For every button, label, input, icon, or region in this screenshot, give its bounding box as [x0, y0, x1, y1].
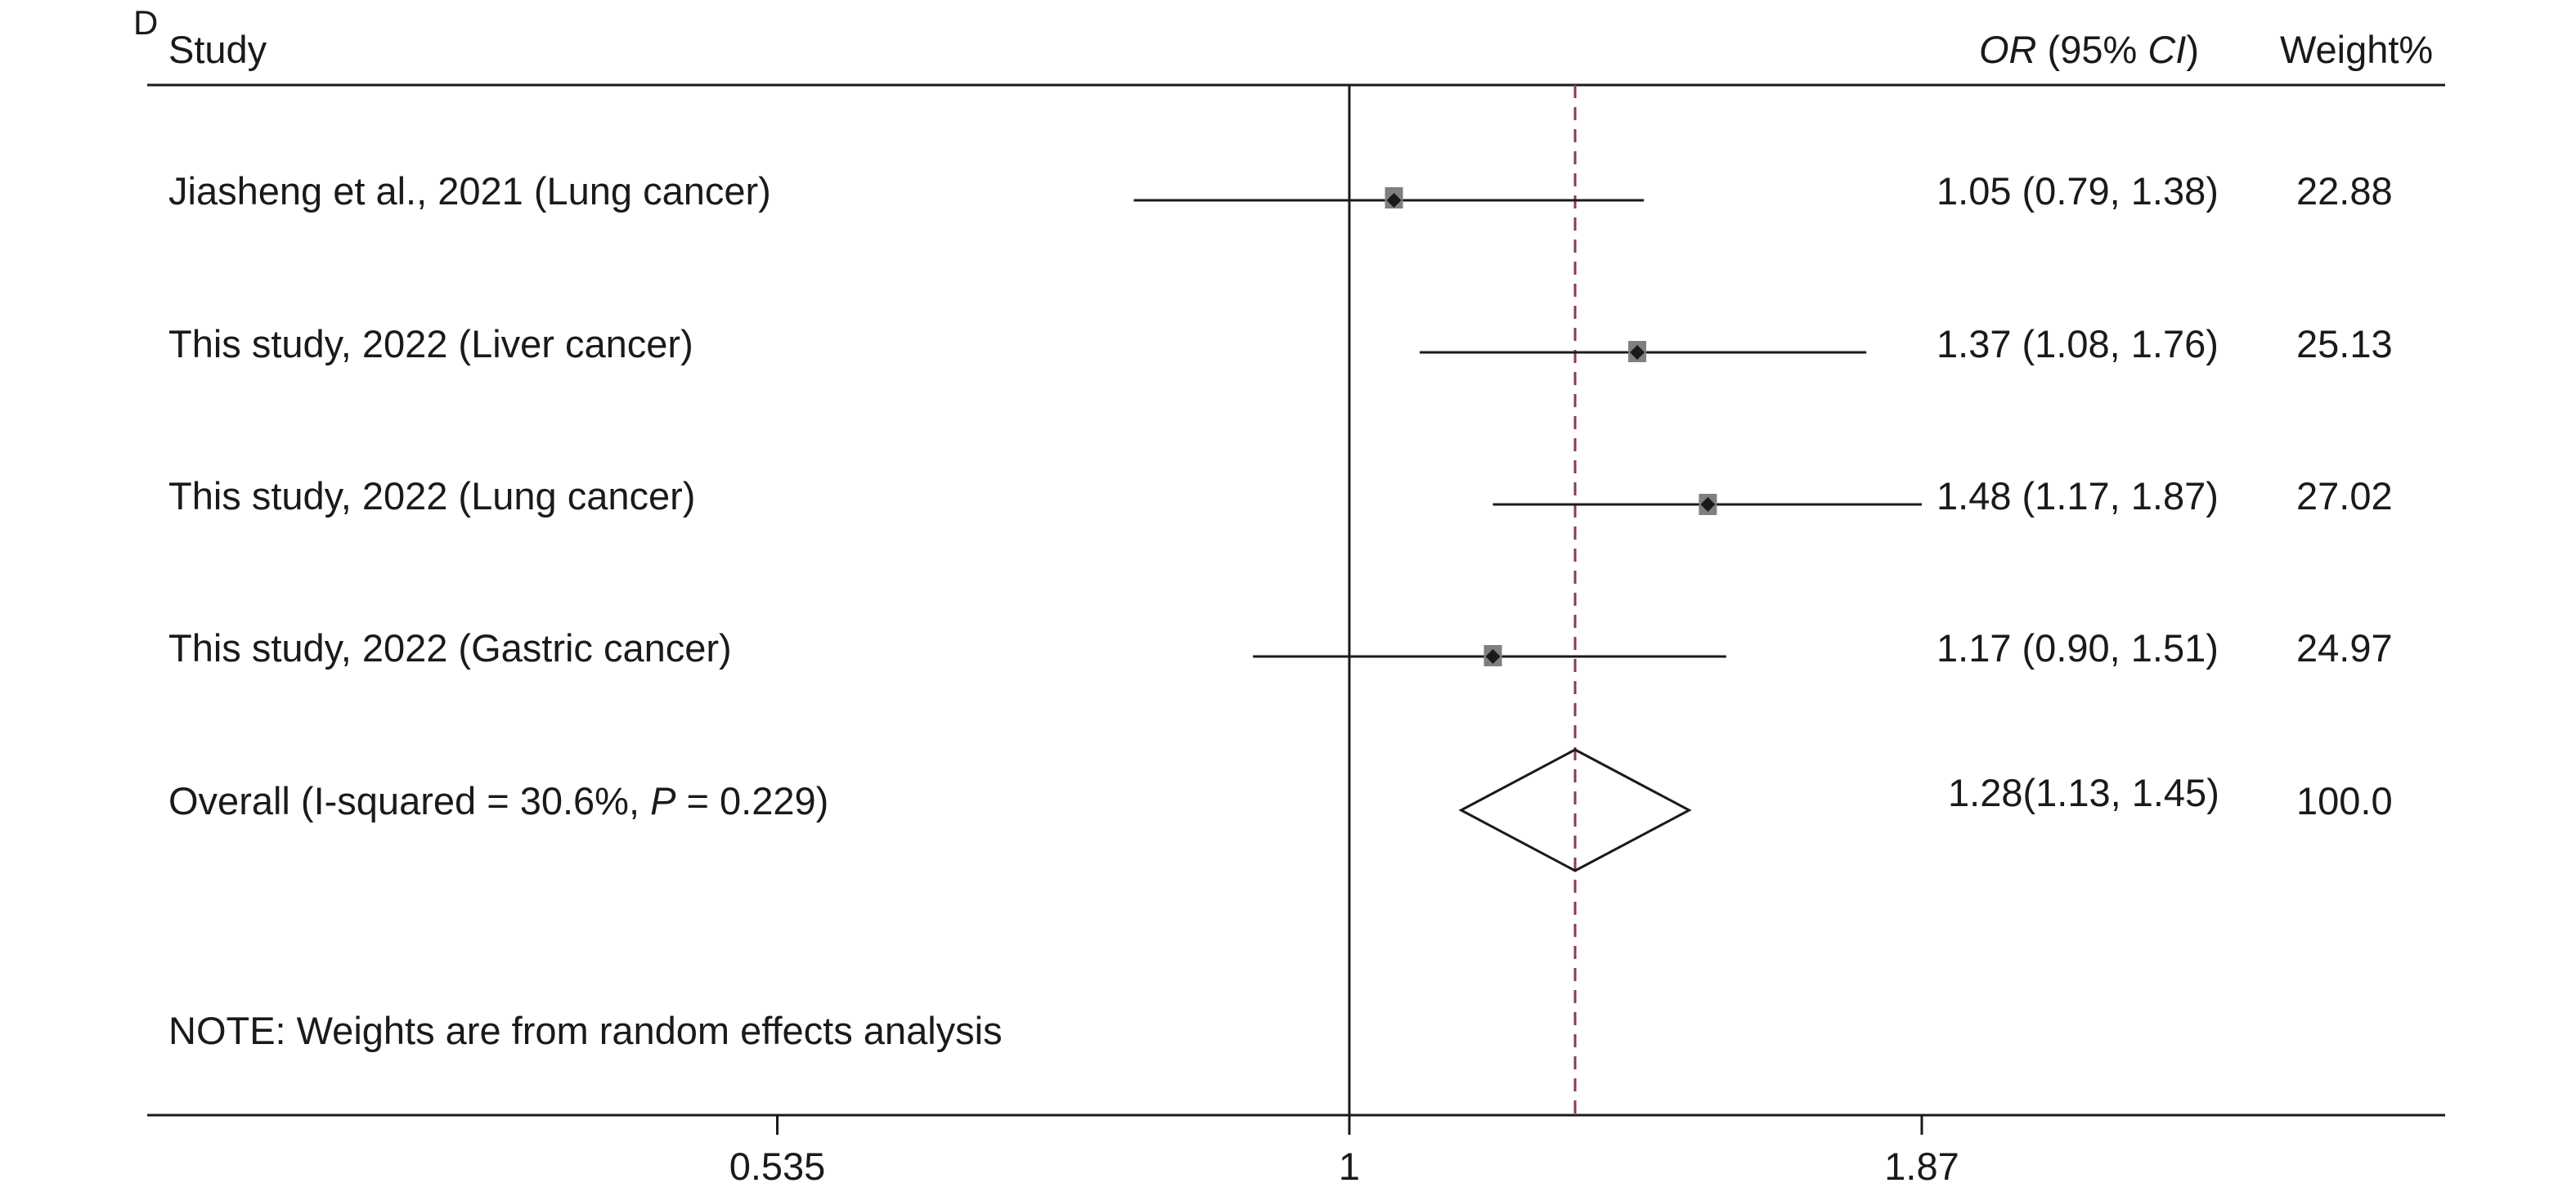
point-estimate: [1630, 345, 1645, 360]
header-ci-mid: (95%: [2037, 28, 2148, 71]
overall-weight-value: 100.0: [2296, 779, 2393, 822]
or-ci-value: 1.48 (1.17, 1.87): [1936, 474, 2219, 518]
header-weight: Weight%: [2280, 28, 2433, 71]
study-row: This study, 2022 (Gastric cancer) 1.17 (…: [168, 626, 2393, 670]
weight-value: 24.97: [2296, 626, 2393, 670]
study-label: This study, 2022 (Gastric cancer): [168, 626, 732, 670]
point-estimate: [1386, 193, 1402, 208]
overall-label-p-value: = 0.229): [675, 779, 828, 822]
weight-value: 25.13: [2296, 322, 2393, 365]
overall-row: Overall (I-squared = 30.6%, P = 0.229) 1…: [168, 748, 2393, 872]
point-estimate: [1700, 497, 1716, 512]
or-ci-value: 1.05 (0.79, 1.38): [1936, 169, 2219, 213]
x-tick-label: 1: [1339, 1145, 1360, 1188]
study-row: This study, 2022 (Lung cancer) 1.48 (1.1…: [168, 474, 2393, 518]
x-axis-ticks: 0.535 1 1.87: [729, 1115, 1959, 1188]
or-ci-value: 1.37 (1.08, 1.76): [1936, 322, 2219, 365]
or-ci-value: 1.17 (0.90, 1.51): [1936, 626, 2219, 670]
header-or-ci: OR (95% CI): [1979, 28, 2199, 71]
overall-label-p-symbol: P: [650, 779, 676, 822]
study-row: This study, 2022 (Liver cancer) 1.37 (1.…: [168, 322, 2393, 365]
weight-value: 22.88: [2296, 169, 2393, 213]
x-tick-label: 0.535: [729, 1145, 826, 1188]
header-or-label: OR: [1979, 28, 2037, 71]
panel-label: D: [133, 3, 158, 42]
study-label: This study, 2022 (Liver cancer): [168, 322, 693, 365]
study-label: Jiasheng et al., 2021 (Lung cancer): [168, 169, 771, 213]
overall-label: Overall (I-squared = 30.6%, P = 0.229): [168, 779, 828, 822]
overall-diamond: [1458, 748, 1692, 872]
header-ci-label: CI: [2147, 28, 2186, 71]
header-ci-end: ): [2186, 28, 2199, 71]
header-study: Study: [168, 28, 267, 71]
study-row: Jiasheng et al., 2021 (Lung cancer) 1.05…: [168, 169, 2393, 213]
x-tick-label: 1.87: [1884, 1145, 1959, 1188]
footnote: NOTE: Weights are from random effects an…: [168, 1009, 1003, 1052]
study-label: This study, 2022 (Lung cancer): [168, 474, 695, 518]
overall-or-ci-value: 1.28(1.13, 1.45): [1948, 771, 2219, 814]
point-estimate: [1485, 649, 1501, 664]
overall-label-heterogeneity: Overall (I-squared = 30.6%,: [168, 779, 650, 822]
weight-value: 27.02: [2296, 474, 2393, 518]
